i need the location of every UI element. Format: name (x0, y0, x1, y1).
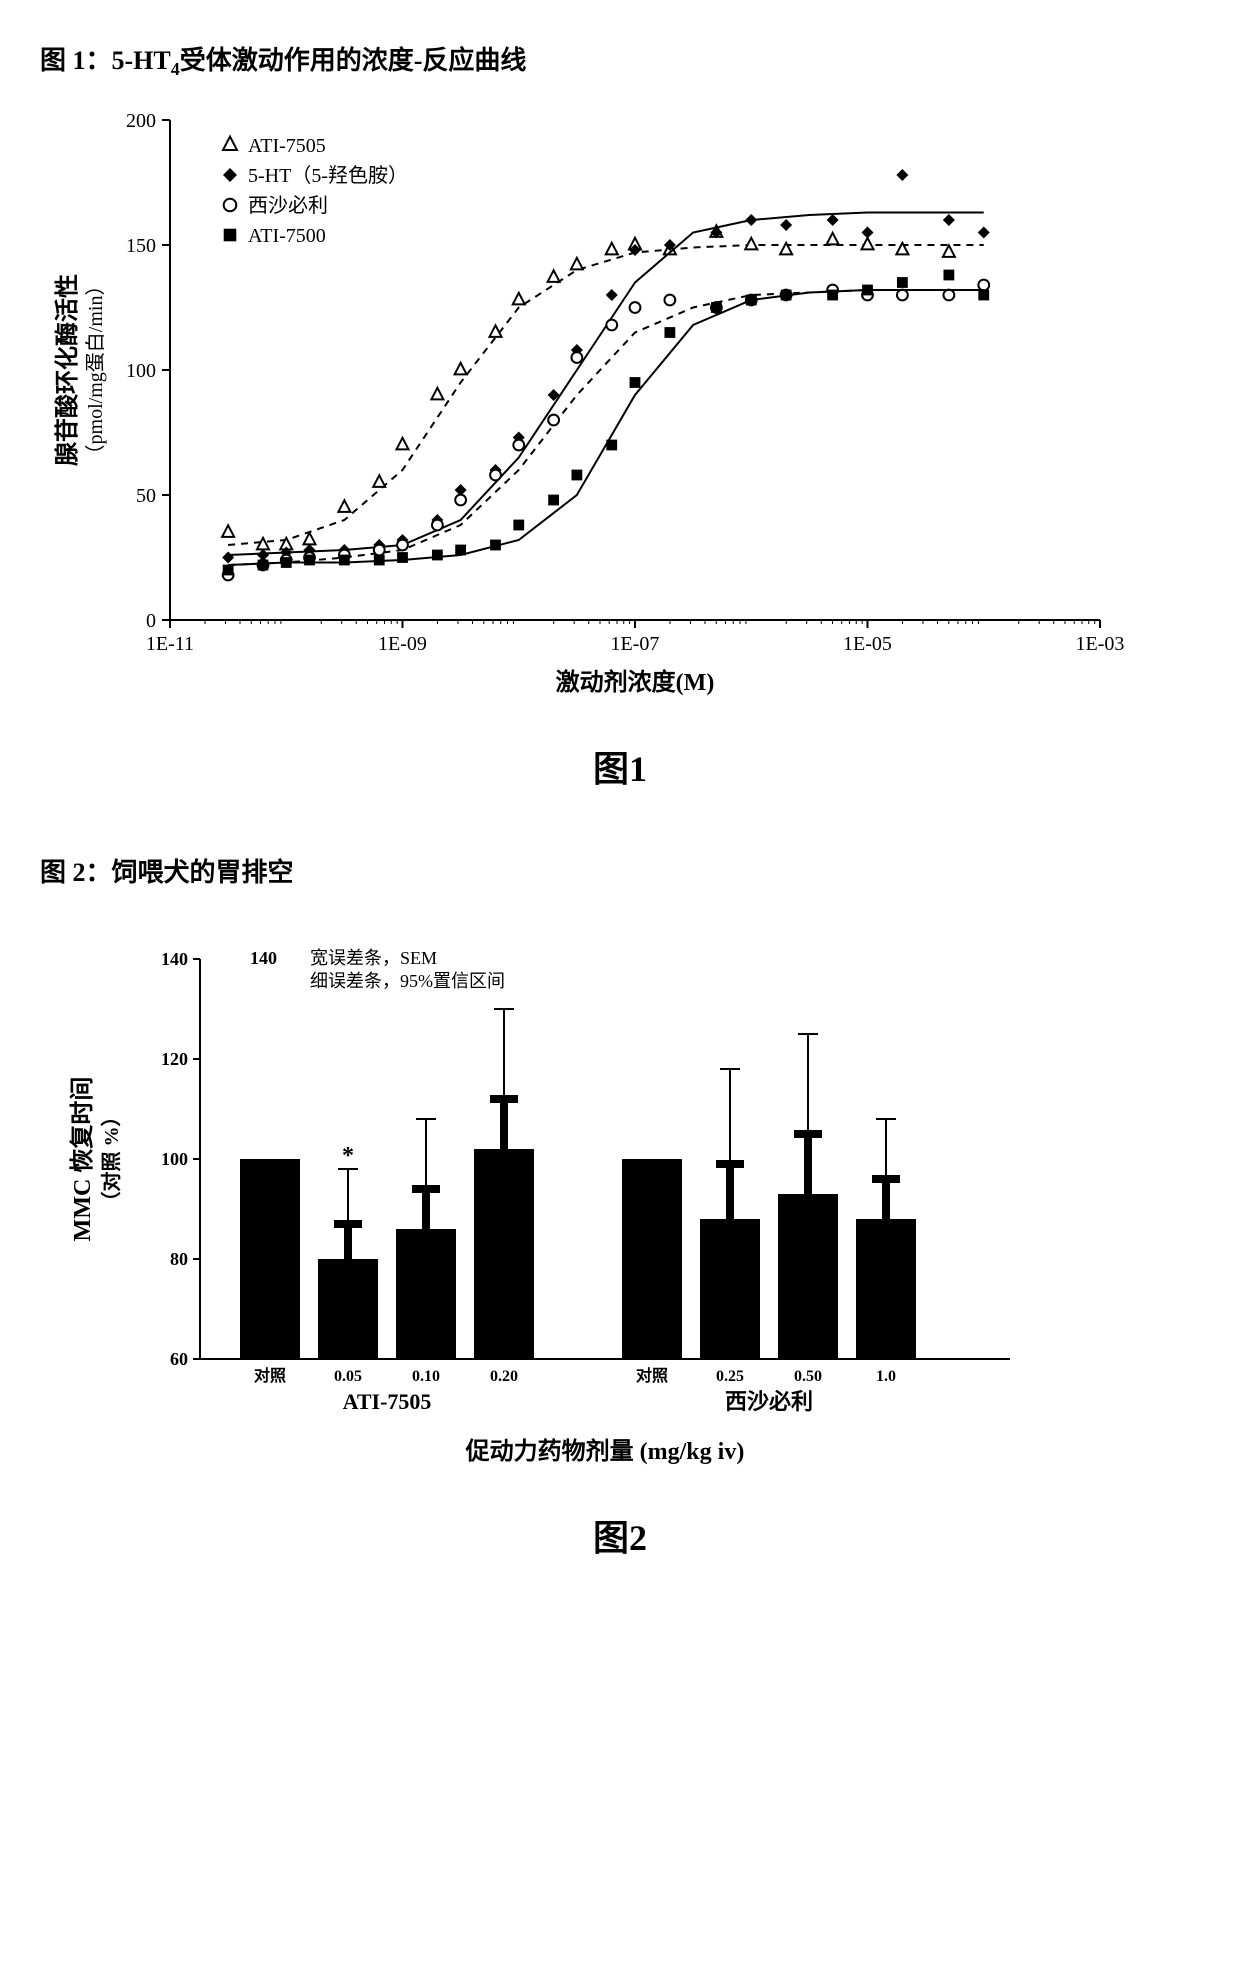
svg-text:0: 0 (146, 610, 156, 632)
svg-text:120: 120 (161, 1049, 188, 1069)
svg-text:1.0: 1.0 (876, 1368, 896, 1385)
svg-text:50: 50 (136, 485, 156, 507)
figure-2-chart: 60 80 100 120 140 MMC 恢复时间（对照 %） 140 宽误差条，SEM 细误… (40, 929, 1200, 1489)
svg-text:200: 200 (126, 110, 156, 132)
svg-text:ATI-7500: ATI-7500 (248, 225, 326, 247)
svg-text:西沙必利: 西沙必利 (725, 1389, 813, 1414)
svg-text:宽误差条，SEM: 宽误差条，SEM (310, 948, 437, 968)
chart2-svg: 60 80 100 120 140 MMC 恢复时间（对照 %） 140 宽误差条，SEM 细误… (40, 929, 1040, 1489)
svg-text:腺苷酸环化酶活性: 腺苷酸环化酶活性 (53, 274, 81, 466)
svg-text:ATI-7505: ATI-7505 (248, 135, 326, 157)
svg-text:100: 100 (126, 360, 156, 382)
svg-text:80: 80 (170, 1249, 188, 1269)
svg-text:细误差条，95%置信区间: 细误差条，95%置信区间 (310, 971, 505, 991)
svg-text:激动剂浓度(M): 激动剂浓度(M) (556, 668, 715, 696)
svg-text:对照: 对照 (254, 1366, 286, 1385)
svg-text:1E-09: 1E-09 (378, 633, 427, 655)
svg-text:5-HT（5-羟色胺）: 5-HT（5-羟色胺） (248, 164, 408, 187)
svg-text:对照: 对照 (636, 1366, 668, 1385)
svg-text:60: 60 (170, 1349, 188, 1369)
svg-text:1E-05: 1E-05 (843, 633, 892, 655)
fig1-title-prefix: 图 1：5-HT (40, 46, 171, 75)
fig1-title-sub: 4 (171, 59, 180, 79)
svg-text:0.05: 0.05 (334, 1368, 362, 1385)
svg-text:MMC 恢复时间: MMC 恢复时间 (69, 1077, 96, 1242)
svg-text:1E-03: 1E-03 (1076, 633, 1125, 655)
svg-text:100: 100 (161, 1149, 188, 1169)
fig1-title-suffix: 受体激动作用的浓度-反应曲线 (180, 46, 527, 75)
svg-text:0.50: 0.50 (794, 1368, 822, 1385)
chart1-svg: 0 50 100 150 200 1E-11 1E-09 1E-07 1E-05 1E-03 激动剂… (40, 100, 1140, 720)
svg-text:0.25: 0.25 (716, 1368, 744, 1385)
svg-text:（对照 %）: （对照 %） (99, 1107, 123, 1212)
figure-1-caption: 图1 (40, 740, 1200, 792)
figure-2: 图 2：饲喂犬的胃排空 60 80 100 120 140 MMC 恢复时间（对照 %） 1… (40, 852, 1200, 1561)
figure-1: 图 1：5-HT4受体激动作用的浓度-反应曲线 0 50 100 150 200 1E-1… (40, 40, 1200, 792)
svg-text:ATI-7505: ATI-7505 (343, 1389, 432, 1414)
svg-text:促动力药物剂量 (mg/kg iv): 促动力药物剂量 (mg/kg iv) (465, 1437, 745, 1465)
svg-text:1E-07: 1E-07 (611, 633, 660, 655)
svg-text:1E-11: 1E-11 (146, 633, 194, 655)
figure-1-title: 图 1：5-HT4受体激动作用的浓度-反应曲线 (40, 40, 1200, 80)
svg-text:（pmol/mg蛋白/min）: （pmol/mg蛋白/min） (84, 276, 107, 465)
figure-1-chart: 0 50 100 150 200 1E-11 1E-09 1E-07 1E-05 1E-03 激动剂… (40, 100, 1200, 720)
svg-text:0.10: 0.10 (412, 1368, 440, 1385)
svg-text:西沙必利: 西沙必利 (248, 194, 328, 217)
svg-text:*: * (342, 1143, 354, 1169)
figure-2-title: 图 2：饲喂犬的胃排空 (40, 852, 1200, 889)
svg-text:0.20: 0.20 (490, 1368, 518, 1385)
figure-2-caption: 图2 (40, 1509, 1200, 1561)
svg-text:140: 140 (161, 949, 188, 969)
svg-text:140: 140 (250, 948, 277, 968)
svg-text:150: 150 (126, 235, 156, 257)
